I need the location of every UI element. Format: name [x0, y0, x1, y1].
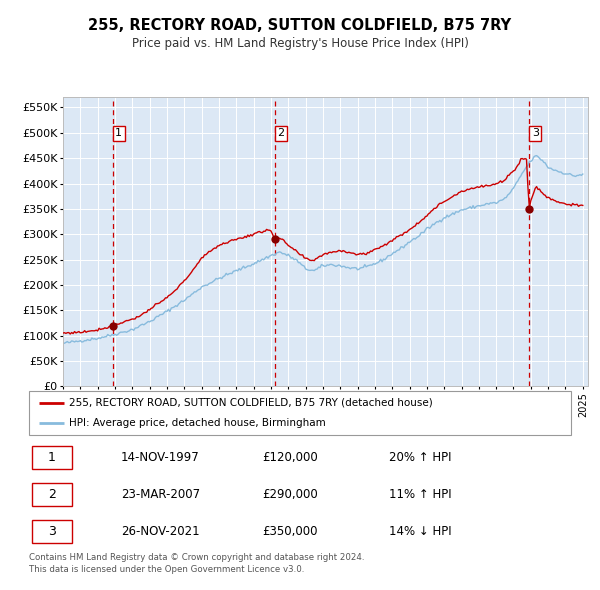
FancyBboxPatch shape [32, 483, 72, 506]
Text: £120,000: £120,000 [262, 451, 317, 464]
Text: 11% ↑ HPI: 11% ↑ HPI [389, 488, 452, 501]
Text: Contains HM Land Registry data © Crown copyright and database right 2024.
This d: Contains HM Land Registry data © Crown c… [29, 553, 364, 574]
Text: 1: 1 [48, 451, 56, 464]
Text: £350,000: £350,000 [262, 525, 317, 538]
Text: 2: 2 [48, 488, 56, 501]
FancyBboxPatch shape [32, 520, 72, 543]
Text: 14% ↓ HPI: 14% ↓ HPI [389, 525, 452, 538]
Text: 255, RECTORY ROAD, SUTTON COLDFIELD, B75 7RY: 255, RECTORY ROAD, SUTTON COLDFIELD, B75… [88, 18, 512, 32]
Text: Price paid vs. HM Land Registry's House Price Index (HPI): Price paid vs. HM Land Registry's House … [131, 37, 469, 50]
Text: 3: 3 [532, 129, 539, 139]
FancyBboxPatch shape [32, 446, 72, 469]
Text: 1: 1 [115, 129, 122, 139]
Text: 14-NOV-1997: 14-NOV-1997 [121, 451, 200, 464]
Text: 255, RECTORY ROAD, SUTTON COLDFIELD, B75 7RY (detached house): 255, RECTORY ROAD, SUTTON COLDFIELD, B75… [70, 398, 433, 408]
Text: 3: 3 [48, 525, 56, 538]
Text: 23-MAR-2007: 23-MAR-2007 [121, 488, 200, 501]
FancyBboxPatch shape [29, 391, 571, 435]
Text: 20% ↑ HPI: 20% ↑ HPI [389, 451, 452, 464]
Text: HPI: Average price, detached house, Birmingham: HPI: Average price, detached house, Birm… [70, 418, 326, 428]
Text: 26-NOV-2021: 26-NOV-2021 [121, 525, 200, 538]
Text: 2: 2 [277, 129, 284, 139]
Text: £290,000: £290,000 [262, 488, 317, 501]
